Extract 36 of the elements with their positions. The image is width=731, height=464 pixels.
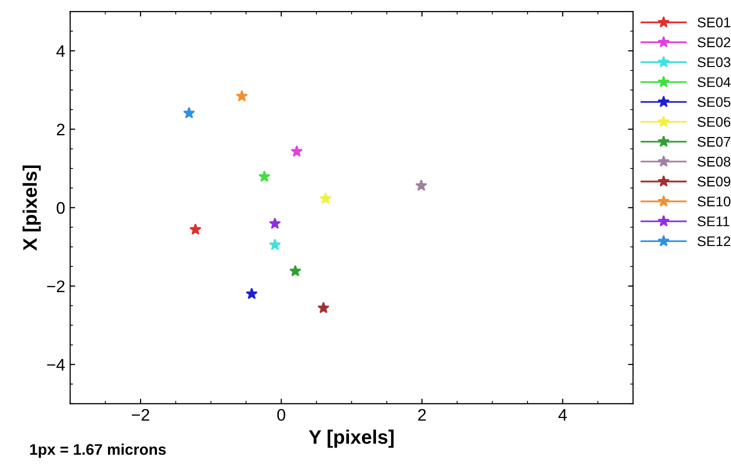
x-tick-label: 2 xyxy=(418,408,426,421)
y-tick-label: −2 xyxy=(47,280,64,292)
legend-label: SE08 xyxy=(698,156,730,167)
text: 1px = 1.67 microns xyxy=(30,444,166,458)
y-tick-label: 0 xyxy=(56,202,65,214)
y-axis-title: X [pixels] xyxy=(22,166,41,251)
legend-label: SE07 xyxy=(698,136,730,147)
y-tick-label: 4 xyxy=(56,45,65,57)
point xyxy=(189,223,202,235)
point xyxy=(246,288,258,300)
x-tick-label: 0 xyxy=(277,408,286,421)
x-axis-title: Y [pixels] xyxy=(308,430,394,448)
point xyxy=(236,90,248,102)
y-tick-label: −4 xyxy=(47,359,65,371)
point xyxy=(258,170,270,182)
point xyxy=(268,217,281,229)
x-tick-label: 4 xyxy=(558,409,567,421)
legend-label: SE03 xyxy=(698,57,730,68)
point xyxy=(289,264,302,276)
legend-label: SE05 xyxy=(698,97,730,107)
point xyxy=(317,302,330,314)
legend-label: SE01 xyxy=(698,18,730,28)
point xyxy=(415,179,428,191)
legend-label: SE11 xyxy=(698,216,730,226)
legend-label: SE10 xyxy=(698,196,730,206)
point xyxy=(320,192,332,204)
x-tick-label: −2 xyxy=(132,408,150,421)
point xyxy=(183,106,196,118)
y-tick-label: 2 xyxy=(56,124,64,136)
legend-label: SE09 xyxy=(698,176,730,186)
point xyxy=(290,145,303,157)
legend-label: SE12 xyxy=(698,236,730,246)
legend-label: SE06 xyxy=(698,116,730,127)
point xyxy=(268,238,281,250)
legend-label: SE02 xyxy=(698,37,730,48)
legend-label: SE04 xyxy=(698,77,731,88)
